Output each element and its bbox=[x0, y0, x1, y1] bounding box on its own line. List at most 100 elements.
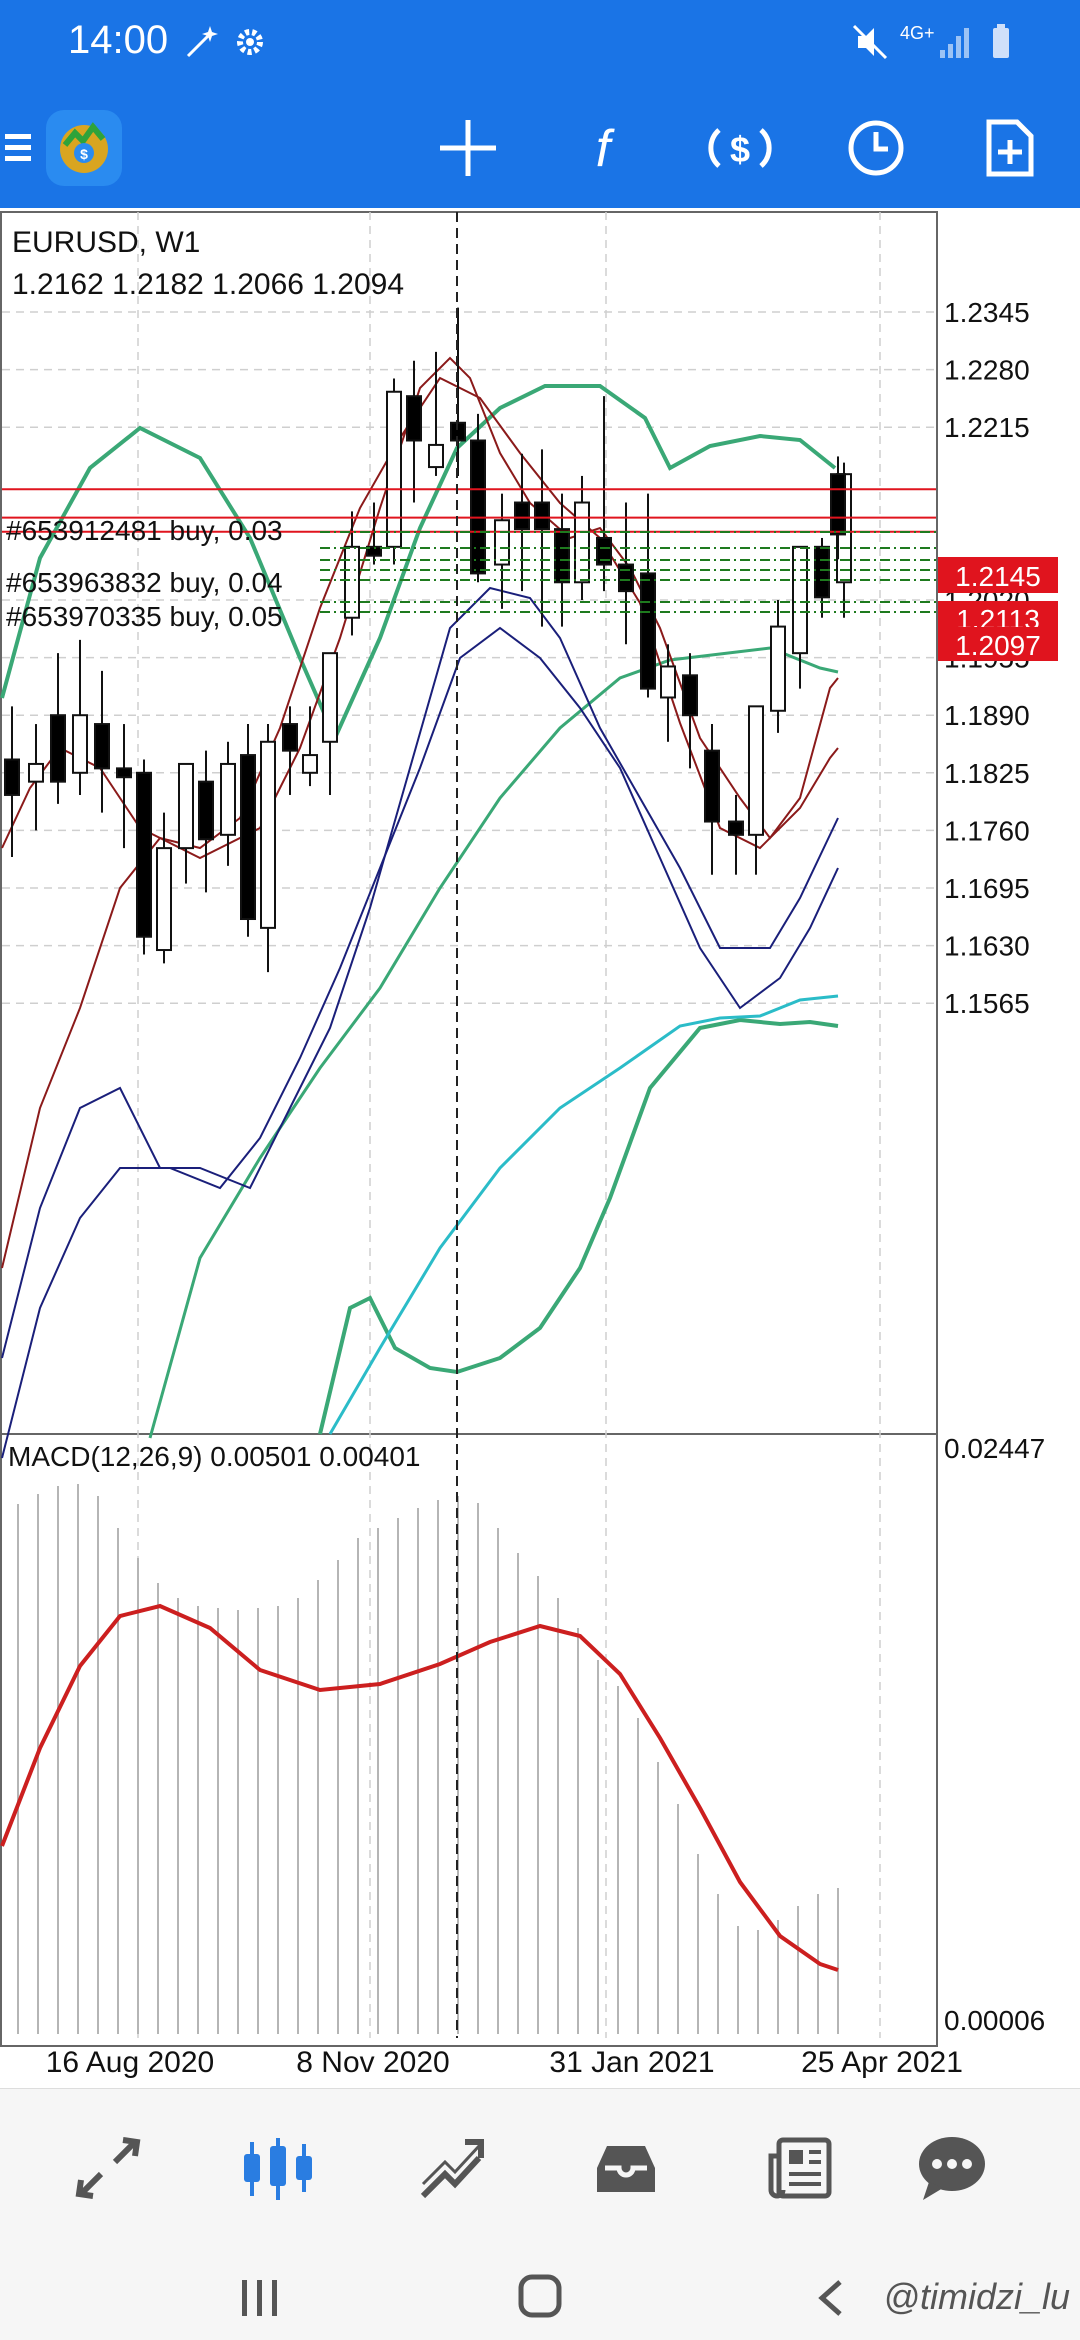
candle-body bbox=[94, 723, 110, 770]
price-tag-3-label: 1.2097 bbox=[955, 630, 1041, 661]
network-indicator: 4G+ bbox=[900, 23, 935, 43]
status-bar: 14:00 4G+ bbox=[0, 0, 1080, 86]
candle-body bbox=[28, 762, 44, 783]
system-navigation-bar: @timidzi_lu bbox=[0, 2254, 1080, 2340]
candle-body bbox=[494, 519, 510, 566]
bollinger-lower bbox=[318, 1017, 839, 1435]
trade-dollar-icon[interactable]: $ bbox=[700, 108, 780, 188]
macd-indicator bbox=[0, 1484, 839, 2034]
status-time: 14:00 bbox=[68, 18, 169, 62]
candle-body bbox=[514, 501, 530, 531]
bollinger-upper bbox=[0, 384, 837, 743]
order-label-1[interactable]: #653912481 buy, 0.03 bbox=[6, 515, 283, 546]
candle-body bbox=[366, 545, 382, 557]
price-axis-label: 1.1825 bbox=[944, 758, 1030, 789]
candles bbox=[4, 307, 852, 973]
news-icon[interactable] bbox=[750, 2119, 850, 2219]
macd-frame bbox=[0, 1433, 938, 2047]
candle-body bbox=[178, 762, 194, 850]
symbol-label: EURUSD, W1 bbox=[12, 226, 200, 259]
price-axis-label: 1.1695 bbox=[944, 873, 1030, 904]
chart-area[interactable]: EURUSD, W1 1.2162 1.2182 1.2066 1.2094 #… bbox=[0, 208, 1080, 2088]
ma-blue-2 bbox=[1, 626, 839, 1459]
home-icon[interactable] bbox=[516, 2272, 564, 2325]
messages-icon[interactable] bbox=[902, 2119, 1002, 2219]
candle-body bbox=[618, 563, 634, 593]
back-icon[interactable] bbox=[810, 2276, 850, 2325]
indicators-icon[interactable]: f bbox=[563, 108, 643, 188]
chart-grid bbox=[2, 212, 936, 2038]
ma-cyan bbox=[328, 994, 839, 1435]
macd-axis-bottom: 0.00006 bbox=[944, 2005, 1045, 2036]
candle-body bbox=[322, 652, 338, 743]
order-label-3[interactable]: #653970335 buy, 0.05 bbox=[6, 601, 283, 632]
price-tag-1-label: 1.2145 bbox=[955, 561, 1041, 592]
macd-signal-line bbox=[0, 1603, 839, 1972]
bollinger-middle bbox=[148, 646, 839, 1439]
price-tag-1 bbox=[938, 557, 1058, 593]
history-icon[interactable] bbox=[576, 2119, 676, 2219]
add-object-icon[interactable] bbox=[970, 108, 1050, 188]
price-axis-label: 1.2215 bbox=[944, 412, 1030, 443]
signal-icon bbox=[938, 22, 974, 67]
mute-icon bbox=[850, 22, 890, 67]
svg-text:$: $ bbox=[80, 146, 88, 162]
price-axis-label: 1.1565 bbox=[944, 988, 1030, 1019]
candle-body bbox=[386, 390, 402, 548]
candle-body bbox=[748, 705, 764, 836]
candle-body bbox=[830, 473, 846, 536]
order-lines[interactable] bbox=[2, 488, 936, 613]
charts-icon[interactable] bbox=[228, 2119, 328, 2219]
candle-body bbox=[428, 443, 444, 469]
candle-body bbox=[574, 501, 590, 584]
ma-blue-1 bbox=[1, 586, 839, 1359]
watermark: @timidzi_lu bbox=[883, 2276, 1070, 2317]
svg-text:f: f bbox=[596, 120, 615, 178]
date-label-4: 25 Apr 2021 bbox=[801, 2046, 963, 2079]
magic-wand-icon bbox=[182, 22, 222, 67]
svg-text:$: $ bbox=[730, 129, 750, 170]
ohlc-label: 1.2162 1.2182 1.2066 1.2094 bbox=[12, 268, 404, 301]
candle-body bbox=[596, 536, 612, 566]
candle-body bbox=[554, 528, 570, 584]
candle-body bbox=[660, 665, 676, 699]
candle-body bbox=[792, 545, 808, 655]
price-axis-label: 1.2345 bbox=[944, 297, 1030, 328]
trade-icon[interactable] bbox=[402, 2119, 502, 2219]
chart-toolbar: $ f $ bbox=[0, 100, 1080, 208]
price-axis-label: 1.1760 bbox=[944, 815, 1030, 846]
candle-body bbox=[198, 780, 214, 841]
candle-body bbox=[640, 572, 656, 690]
recent-apps-icon[interactable] bbox=[238, 2276, 282, 2325]
candle-body bbox=[72, 714, 88, 774]
quotes-icon[interactable] bbox=[58, 2119, 158, 2219]
menu-icon[interactable] bbox=[0, 108, 40, 188]
gear-icon bbox=[230, 22, 270, 67]
candle-body bbox=[814, 545, 830, 599]
battery-icon bbox=[990, 22, 1012, 67]
candle-body bbox=[682, 674, 698, 717]
candle-body bbox=[220, 762, 236, 836]
macd-axis-top: 0.02447 bbox=[944, 1433, 1045, 1464]
candle-body bbox=[240, 754, 256, 921]
candle-body bbox=[156, 847, 172, 952]
price-axis-label: 1.2280 bbox=[944, 355, 1030, 386]
top-app-bar: 14:00 4G+ $ bbox=[0, 0, 1080, 208]
app-logo-icon[interactable]: $ bbox=[44, 108, 124, 188]
date-label-1: 16 Aug 2020 bbox=[46, 2046, 215, 2079]
candle-body bbox=[534, 501, 550, 531]
candle-body bbox=[260, 740, 276, 929]
order-label-2[interactable]: #653963832 buy, 0.04 bbox=[6, 567, 283, 598]
price-axis-label: 1.1630 bbox=[944, 931, 1030, 962]
bollinger-bands bbox=[0, 384, 839, 1439]
candle-body bbox=[302, 754, 318, 774]
price-chart[interactable]: EURUSD, W1 1.2162 1.2182 1.2066 1.2094 #… bbox=[0, 208, 1080, 2088]
candle-body bbox=[470, 439, 486, 575]
crosshair-icon[interactable] bbox=[428, 108, 508, 188]
price-tag-3 bbox=[938, 627, 1058, 661]
clock-icon[interactable] bbox=[836, 108, 916, 188]
date-label-2: 8 Nov 2020 bbox=[296, 2046, 449, 2079]
candle-body bbox=[4, 758, 20, 796]
macd-label: MACD(12,26,9) 0.00501 0.00401 bbox=[8, 1441, 421, 1472]
candle-body bbox=[50, 714, 66, 783]
